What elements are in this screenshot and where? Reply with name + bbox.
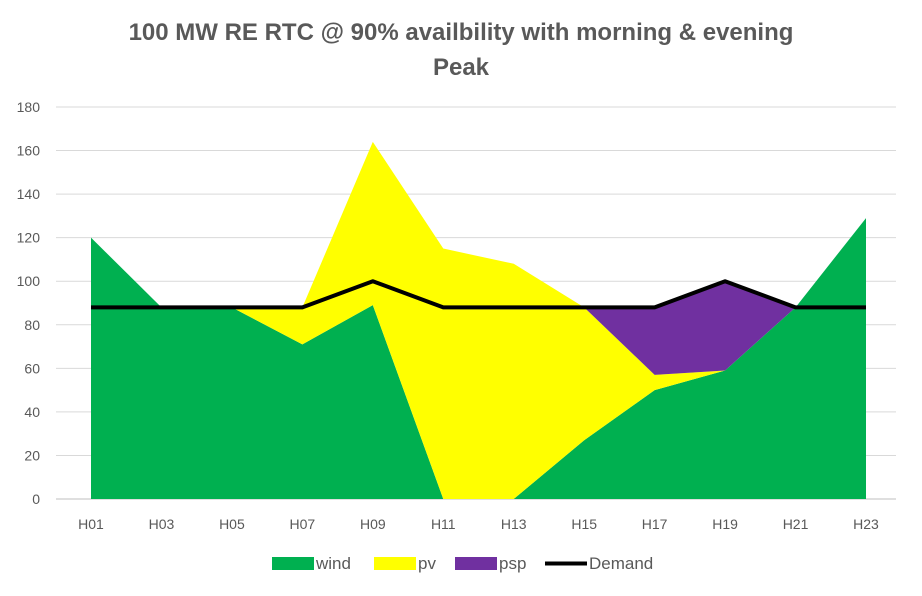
- y-tick-label: 140: [17, 186, 41, 202]
- area-wind: [91, 218, 866, 500]
- x-tick-label: H01: [78, 516, 104, 532]
- x-tick-label: H19: [712, 516, 738, 532]
- x-tick-label: H15: [571, 516, 597, 532]
- legend-swatch-psp: [455, 557, 497, 570]
- y-tick-label: 40: [24, 404, 40, 420]
- x-tick-label: H05: [219, 516, 245, 532]
- legend-label-Demand: Demand: [589, 554, 653, 573]
- x-tick-label: H17: [642, 516, 668, 532]
- x-tick-label: H09: [360, 516, 386, 532]
- area-pv: [91, 141, 866, 499]
- x-tick-label: H13: [501, 516, 527, 532]
- x-tick-label: H07: [290, 516, 316, 532]
- chart-title-line1: 100 MW RE RTC @ 90% availbility with mor…: [129, 19, 794, 46]
- y-tick-label: 20: [24, 447, 40, 463]
- legend-swatch-wind: [272, 557, 314, 570]
- y-tick-label: 180: [17, 99, 41, 115]
- x-tick-label: H21: [783, 516, 809, 532]
- legend-label-wind: wind: [315, 554, 351, 573]
- line-demand: [91, 279, 866, 310]
- chart-title-line2: Peak: [433, 54, 490, 81]
- y-tick-label: 60: [24, 360, 40, 376]
- x-tick-label: H23: [853, 516, 879, 532]
- x-tick-label: H11: [431, 516, 456, 532]
- legend-swatch-pv: [374, 557, 416, 570]
- x-tick-label: H03: [149, 516, 175, 532]
- y-tick-label: 160: [17, 143, 41, 159]
- legend-label-psp: psp: [499, 554, 526, 573]
- area-psp: [91, 141, 866, 375]
- y-tick-label: 0: [32, 491, 40, 507]
- legend-label-pv: pv: [418, 554, 436, 573]
- y-tick-label: 100: [17, 273, 41, 289]
- y-tick-label: 80: [24, 317, 40, 333]
- y-tick-label: 120: [17, 230, 41, 246]
